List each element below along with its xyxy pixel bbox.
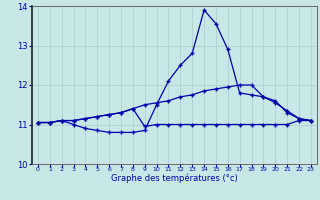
- X-axis label: Graphe des températures (°c): Graphe des températures (°c): [111, 174, 238, 183]
